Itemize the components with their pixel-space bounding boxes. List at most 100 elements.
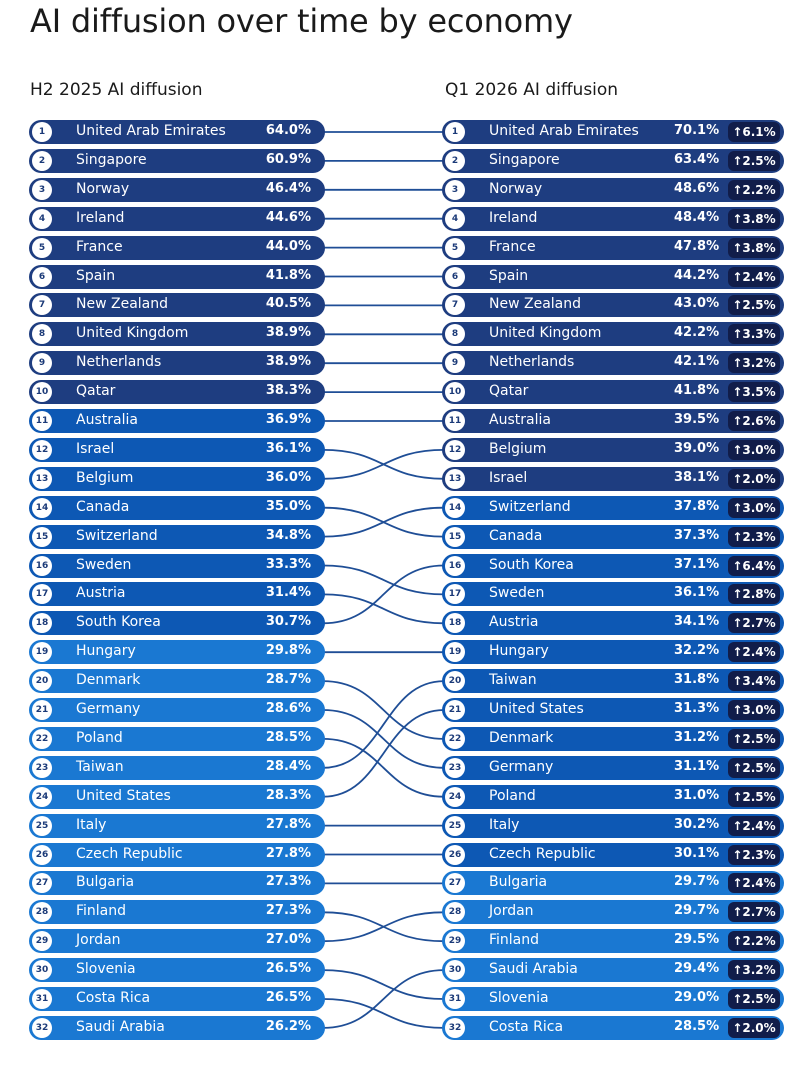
connector-line <box>322 969 445 1000</box>
economy-name: Hungary <box>76 643 136 660</box>
rank-badge: 27 <box>445 873 465 894</box>
change-badge: ↑2.0% <box>728 1017 780 1038</box>
ranking-row: 1 United Arab Emirates 70.1% ↑6.1% <box>442 120 784 144</box>
connector-line <box>322 969 445 1029</box>
economy-name: United Arab Emirates <box>76 123 226 139</box>
change-badge: ↑3.0% <box>728 497 780 518</box>
rank-badge: 8 <box>445 324 465 345</box>
diffusion-value: 36.1% <box>265 440 311 456</box>
rank-badge: 19 <box>32 642 52 663</box>
rank-badge: 22 <box>32 728 52 749</box>
rank-badge: 23 <box>32 757 52 778</box>
economy-name: Singapore <box>489 151 560 168</box>
rank-badge: 30 <box>445 960 465 981</box>
ranking-row: 11 Australia 39.5% ↑2.6% <box>442 409 784 433</box>
rank-badge: 14 <box>445 497 465 518</box>
ranking-row: 12 Israel 36.1% <box>29 437 325 462</box>
economy-name: Spain <box>76 267 116 284</box>
rank-badge: 6 <box>32 266 52 287</box>
change-badge: ↑3.2% <box>728 960 780 981</box>
rank-badge: 14 <box>32 497 52 518</box>
diffusion-value: 37.1% <box>674 556 720 572</box>
ranking-row: 20 Taiwan 31.8% ↑3.4% <box>442 669 784 694</box>
diffusion-value: 28.6% <box>265 701 311 716</box>
right-column-header: Q1 2026 AI diffusion <box>445 80 619 100</box>
ranking-row: 3 Norway 46.4% <box>29 177 325 202</box>
economy-name: Finland <box>489 932 540 949</box>
ranking-row: 17 Sweden 36.1% ↑2.8% <box>442 582 784 607</box>
diffusion-value: 28.5% <box>265 729 311 745</box>
rank-badge: 29 <box>445 931 465 952</box>
economy-name: Bulgaria <box>489 874 548 891</box>
diffusion-value: 30.7% <box>265 614 311 630</box>
diffusion-value: 44.2% <box>674 267 720 283</box>
rank-badge: 26 <box>445 844 465 865</box>
diffusion-value: 40.5% <box>265 296 311 312</box>
change-badge: ↑3.8% <box>728 237 780 258</box>
economy-name: Netherlands <box>76 354 162 371</box>
ranking-row: 29 Jordan 27.0% <box>29 929 325 954</box>
ranking-row: 5 France 47.8% ↑3.8% <box>442 235 784 260</box>
economy-name: Germany <box>489 758 554 775</box>
diffusion-value: 38.3% <box>265 383 311 399</box>
rank-badge: 3 <box>445 179 465 200</box>
economy-name: Jordan <box>489 903 534 920</box>
ranking-row: 22 Poland 28.5% <box>29 726 325 751</box>
rank-badge: 15 <box>445 526 465 547</box>
rank-badge: 19 <box>445 642 465 663</box>
ranking-row: 13 Israel 38.1% ↑2.0% <box>442 466 784 491</box>
ranking-row: 21 United States 31.3% ↑3.0% <box>442 698 784 722</box>
ranking-row: 4 Ireland 48.4% ↑3.8% <box>442 206 784 231</box>
diffusion-value: 27.3% <box>265 874 311 890</box>
economy-name: Qatar <box>489 383 529 400</box>
economy-name: Czech Republic <box>489 845 596 862</box>
diffusion-value: 34.8% <box>265 527 311 543</box>
economy-name: Belgium <box>76 469 134 486</box>
diffusion-value: 26.2% <box>265 1018 311 1034</box>
rank-badge: 11 <box>445 411 465 431</box>
diffusion-value: 30.1% <box>674 845 720 861</box>
rank-badge: 1 <box>32 122 52 142</box>
ranking-row: 6 Spain 44.2% ↑2.4% <box>442 264 784 289</box>
diffusion-value: 27.0% <box>265 932 311 948</box>
economy-name: France <box>76 238 123 255</box>
ranking-row: 17 Austria 31.4% <box>29 582 325 607</box>
rank-badge: 32 <box>32 1017 52 1038</box>
ranking-row: 21 Germany 28.6% <box>29 698 325 722</box>
diffusion-value: 36.1% <box>674 585 720 601</box>
change-badge: ↑6.4% <box>728 555 780 576</box>
rank-badge: 25 <box>32 815 52 836</box>
ranking-row: 15 Canada 37.3% ↑2.3% <box>442 524 784 549</box>
change-badge: ↑2.4% <box>728 873 780 894</box>
diffusion-value: 27.8% <box>265 816 311 832</box>
ranking-row: 20 Denmark 28.7% <box>29 669 325 694</box>
rank-badge: 1 <box>445 122 465 142</box>
ranking-row: 16 South Korea 37.1% ↑6.4% <box>442 553 784 578</box>
ranking-row: 19 Hungary 29.8% <box>29 640 325 665</box>
economy-name: Slovenia <box>489 990 549 1006</box>
rank-badge: 24 <box>32 786 52 807</box>
ranking-row: 28 Jordan 29.7% ↑2.7% <box>442 900 784 925</box>
ranking-row: 26 Czech Republic 27.8% <box>29 842 325 867</box>
change-badge: ↑2.5% <box>728 786 780 807</box>
connector-line <box>322 911 445 943</box>
economy-name: Norway <box>76 180 130 197</box>
diffusion-value: 39.5% <box>674 412 720 427</box>
diffusion-value: 26.5% <box>265 961 311 977</box>
diffusion-value: 33.3% <box>265 556 311 572</box>
economy-name: Ireland <box>76 209 125 226</box>
rank-badge: 31 <box>445 989 465 1009</box>
ranking-row: 32 Costa Rica 28.5% ↑2.0% <box>442 1015 784 1040</box>
economy-name: Jordan <box>76 932 121 949</box>
connector-line <box>322 564 445 625</box>
ranking-row: 28 Finland 27.3% <box>29 900 325 925</box>
diffusion-value: 29.5% <box>674 932 720 948</box>
rank-badge: 15 <box>32 526 52 547</box>
rank-badge: 18 <box>32 613 52 634</box>
economy-name: South Korea <box>76 614 161 631</box>
economy-name: Austria <box>76 585 126 602</box>
diffusion-value: 44.6% <box>265 209 311 225</box>
rank-badge: 17 <box>32 584 52 605</box>
economy-name: Australia <box>489 412 551 428</box>
connector-line <box>322 680 445 740</box>
